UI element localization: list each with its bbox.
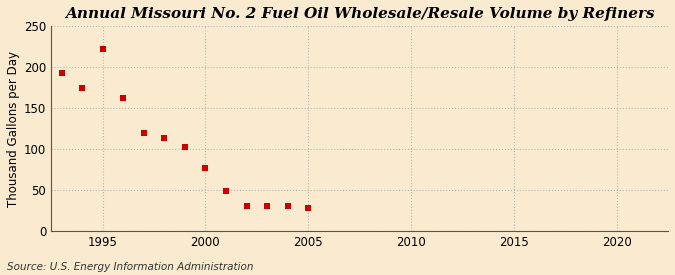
Point [221,189,232,193]
Title: Annual Missouri No. 2 Fuel Oil Wholesale/Resale Volume by Refiners: Annual Missouri No. 2 Fuel Oil Wholesale… [65,7,655,21]
Point [303,206,314,210]
Point [200,166,211,170]
Y-axis label: Thousand Gallons per Day: Thousand Gallons per Day [7,51,20,207]
Point [97,47,108,51]
Point [77,86,88,91]
Point [262,204,273,208]
Text: Source: U.S. Energy Information Administration: Source: U.S. Energy Information Administ… [7,262,253,272]
Point [180,144,190,149]
Point [56,71,67,75]
Point [282,204,293,208]
Point [138,131,149,135]
Point [241,204,252,208]
Point [159,135,169,140]
Point [117,95,128,100]
